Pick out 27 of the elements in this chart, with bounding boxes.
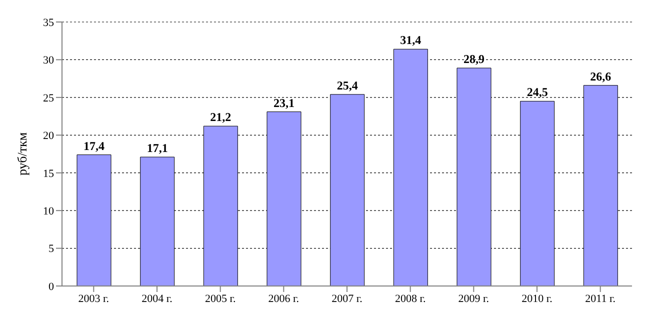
- data-label: 26,6: [590, 69, 612, 84]
- x-tick-label: 2006 г.: [268, 292, 300, 305]
- x-tick-label: 2003 г.: [78, 292, 110, 305]
- data-label: 21,2: [210, 110, 232, 124]
- x-tick-label: 2011 г.: [585, 292, 616, 305]
- y-tick-label: 30: [43, 54, 54, 67]
- y-tick-label: 5: [48, 243, 54, 256]
- x-tick-label: 2004 г.: [142, 292, 173, 305]
- data-label: 23,1: [274, 96, 294, 110]
- y-tick-label: 35: [43, 16, 54, 29]
- y-tick-label: 0: [48, 280, 54, 293]
- y-tick-label: 15: [43, 168, 54, 180]
- x-tick-label: 2008 г.: [394, 292, 426, 305]
- data-label: 24,5: [526, 85, 548, 100]
- data-label: 25,4: [336, 78, 358, 92]
- y-tick-label: 25: [43, 92, 54, 104]
- x-tick-label: 2007 г.: [332, 292, 363, 305]
- y-tick-label: 20: [43, 130, 54, 142]
- x-tick-label: 2005 г.: [204, 292, 236, 305]
- x-tick-label: 2010 г.: [522, 292, 553, 305]
- y-tick-label: 10: [43, 205, 54, 218]
- data-label: 31,4: [400, 33, 422, 48]
- y-axis-title: руб/ткм: [14, 132, 30, 176]
- data-label: 17,4: [84, 138, 104, 153]
- x-tick-label: 2009 г.: [458, 292, 490, 305]
- data-label: 17,1: [146, 141, 168, 156]
- data-label: 28,9: [464, 52, 484, 66]
